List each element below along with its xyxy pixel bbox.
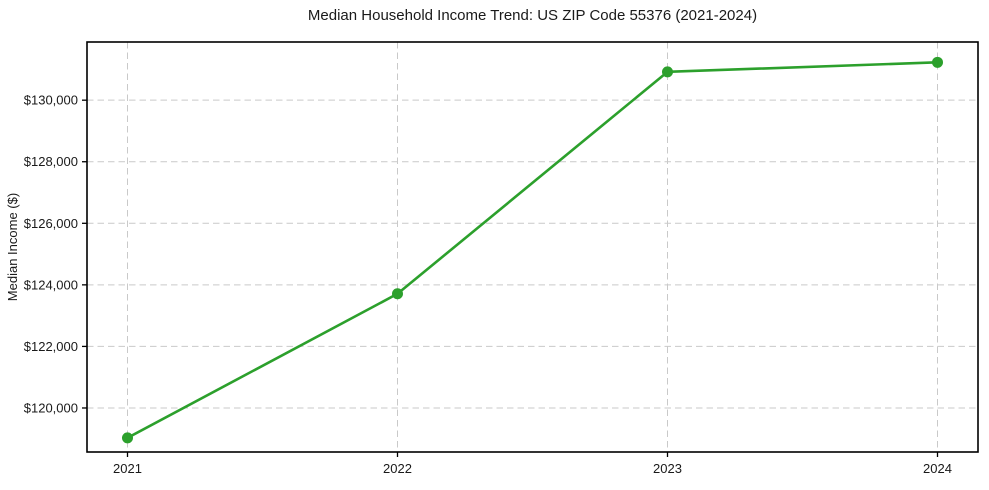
x-tick-label: 2021 [113, 461, 142, 476]
x-tick-label: 2024 [923, 461, 952, 476]
axes-frame [86, 41, 979, 453]
data-point-2023 [662, 66, 673, 78]
y-tick-label: $128,000 [24, 154, 78, 169]
data-point-2022 [392, 288, 403, 300]
x-tick-label: 2023 [653, 461, 682, 476]
y-tick-label: $122,000 [24, 339, 78, 354]
y-tick-label: $120,000 [24, 400, 78, 415]
y-axis-label: Median Income ($) [5, 193, 20, 301]
x-tick-label: 2022 [383, 461, 412, 476]
trend-line [126, 61, 939, 440]
chart-title: Median Household Income Trend: US ZIP Co… [307, 7, 758, 24]
y-tick-label: $124,000 [24, 277, 78, 292]
data-point-2024 [932, 56, 943, 68]
y-tick-label: $130,000 [24, 93, 78, 108]
y-tick-label: $126,000 [24, 216, 78, 231]
data-point-2021 [122, 432, 133, 444]
